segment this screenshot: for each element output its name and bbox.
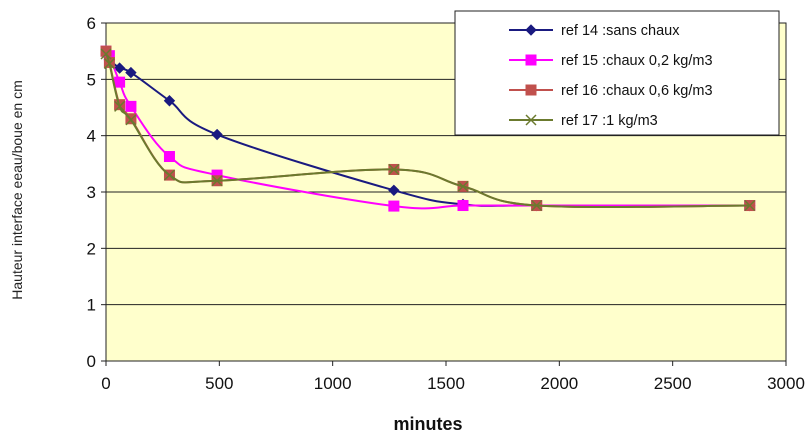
legend-marker xyxy=(525,114,537,126)
data-point xyxy=(113,62,126,74)
data-point xyxy=(100,48,112,60)
legend-item: ref 15 :chaux 0,2 kg/m3 xyxy=(509,53,713,69)
data-point xyxy=(163,95,176,107)
y-tick-label: 3 xyxy=(87,183,96,202)
tick-labels: 0 1 2 3 4 5 6 0 500 1000 1500 2000 2500 3000 xyxy=(87,14,805,393)
x-tick-label: 2500 xyxy=(654,374,692,393)
x-tick-label: 500 xyxy=(205,374,233,393)
x-tick-label: 2000 xyxy=(540,374,578,393)
legend-label: ref 14 :sans chaux xyxy=(561,23,680,39)
data-point xyxy=(388,200,400,212)
x-tick-label: 1000 xyxy=(314,374,352,393)
y-tick-label: 0 xyxy=(87,352,96,371)
x-tick-label: 0 xyxy=(101,374,110,393)
y-tick-label: 5 xyxy=(87,70,96,89)
y-tick-label: 2 xyxy=(87,239,96,258)
data-point xyxy=(211,175,223,187)
data-point xyxy=(125,100,137,112)
data-point xyxy=(125,66,137,79)
legend-item: ref 17 :1 kg/m3 xyxy=(509,113,658,129)
y-axis-label: Hauteur interface eeau/boue en cm xyxy=(9,80,25,299)
data-point xyxy=(125,114,137,126)
legend-marker xyxy=(525,24,537,36)
legend-label: ref 16 :chaux 0,6 kg/m3 xyxy=(561,83,713,99)
data-point xyxy=(531,199,543,212)
legend-box xyxy=(454,10,780,136)
series xyxy=(100,45,756,212)
legend-label: ref 15 :chaux 0,2 kg/m3 xyxy=(561,53,713,69)
legend-marker xyxy=(525,54,537,66)
legend-item: ref 14 :sans chaux xyxy=(509,23,680,39)
legend-label: ref 17 :1 kg/m3 xyxy=(561,113,658,129)
series-4 xyxy=(100,48,756,212)
data-point xyxy=(163,151,175,163)
data-point xyxy=(457,200,469,212)
axes xyxy=(101,22,787,366)
x-tick-label: 3000 xyxy=(767,374,805,393)
y-tick-label: 6 xyxy=(87,14,96,33)
data-point xyxy=(100,45,112,57)
x-axis-label: minutes xyxy=(393,414,462,434)
data-point xyxy=(457,180,469,192)
legend: ref 14 :sans chaux ref 15 :chaux 0,2 kg/m… xyxy=(454,10,780,136)
legend-item: ref 16 :chaux 0,6 kg/m3 xyxy=(509,83,713,99)
x-tick-label: 1500 xyxy=(427,374,465,393)
data-point xyxy=(388,163,400,175)
data-point xyxy=(114,100,126,112)
data-point xyxy=(211,128,223,141)
y-tick-label: 1 xyxy=(87,296,96,315)
data-point xyxy=(103,58,115,70)
data-point xyxy=(163,169,175,181)
legend-marker xyxy=(525,84,537,96)
y-tick-label: 4 xyxy=(87,127,96,146)
data-point xyxy=(744,199,756,212)
data-point xyxy=(114,76,126,88)
plot-border xyxy=(105,22,787,362)
data-point xyxy=(388,184,400,197)
